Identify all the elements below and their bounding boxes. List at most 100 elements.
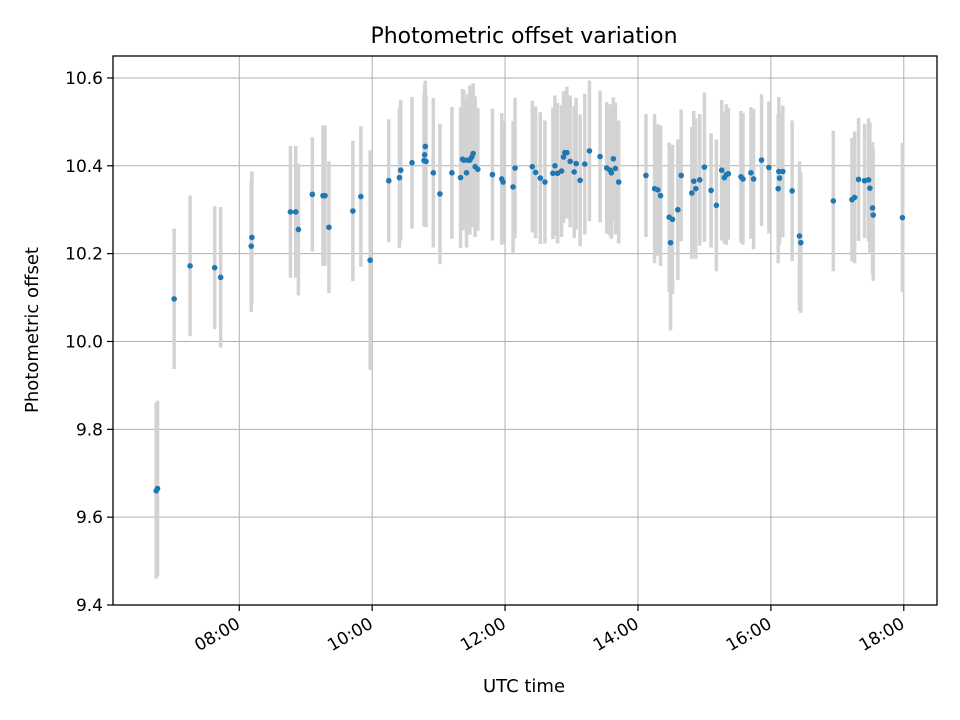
x-tick-label: 14:00: [590, 614, 642, 656]
data-point: [758, 157, 765, 163]
x-tick-label: 16:00: [723, 614, 775, 656]
data-point: [582, 161, 588, 167]
data-point: [776, 175, 783, 181]
data-point: [396, 174, 403, 181]
data-point: [409, 159, 415, 166]
data-point: [292, 209, 299, 215]
data-point: [350, 208, 356, 214]
data-point: [187, 263, 193, 269]
data-point: [615, 179, 622, 185]
y-tick-label: 9.6: [76, 508, 103, 528]
data-point: [713, 202, 720, 209]
data-point: [211, 264, 218, 271]
y-axis-label: Photometric offset: [22, 247, 43, 413]
data-point: [586, 148, 593, 154]
data-point: [529, 163, 536, 170]
data-point: [675, 206, 681, 213]
x-axis-label: UTC time: [483, 676, 565, 697]
data-point: [796, 233, 803, 239]
data-point: [217, 274, 224, 281]
data-point: [740, 176, 746, 182]
x-tick-label: 08:00: [191, 614, 243, 656]
data-point: [463, 170, 470, 176]
data-point: [869, 205, 876, 211]
data-point: [748, 170, 754, 176]
x-axis-ticks: 08:00 10:00 12:00 14:00 16:00 18:00: [191, 605, 908, 656]
data-point: [489, 171, 496, 178]
data-point: [776, 168, 782, 175]
data-point: [421, 152, 428, 158]
data-point: [423, 158, 429, 165]
y-tick-label: 10.6: [65, 69, 103, 89]
data-point: [475, 166, 481, 173]
data-point: [669, 216, 676, 223]
data-point: [667, 239, 674, 246]
data-point: [608, 170, 615, 176]
data-point: [326, 224, 332, 231]
data-point: [560, 154, 567, 160]
plot-frame: [112, 55, 938, 606]
data-point: [597, 153, 603, 160]
data-point: [249, 234, 255, 241]
data-point: [692, 185, 699, 192]
data-point: [657, 192, 664, 199]
x-tick-label: 12:00: [457, 614, 509, 656]
data-point: [510, 184, 516, 190]
data-point: [358, 193, 364, 200]
data-points: [153, 143, 906, 494]
data-point: [775, 185, 781, 192]
data-point: [457, 174, 464, 181]
data-point: [688, 190, 695, 196]
data-point: [571, 169, 577, 175]
data-point: [690, 178, 697, 184]
data-point: [552, 163, 558, 169]
y-axis-ticks: 9.4 9.6 9.8 10.0 10.2 10.4 10.6: [65, 69, 113, 616]
data-point: [643, 172, 649, 179]
data-point: [437, 191, 443, 197]
data-point: [655, 187, 661, 193]
data-point: [287, 209, 294, 215]
data-point: [678, 172, 684, 179]
data-point: [789, 188, 795, 194]
data-point: [899, 214, 906, 221]
data-point: [696, 177, 703, 183]
data-point: [385, 177, 392, 184]
data-point: [870, 212, 877, 218]
data-point: [780, 168, 786, 175]
data-point: [171, 296, 177, 302]
data-point: [512, 165, 518, 171]
data-point: [851, 194, 858, 201]
y-tick-label: 10.4: [65, 157, 103, 177]
data-point: [154, 485, 161, 492]
data-point: [309, 191, 316, 198]
data-point: [397, 167, 404, 173]
data-point: [470, 150, 476, 157]
data-point: [422, 143, 429, 150]
data-point: [577, 177, 583, 184]
chart-title: Photometric offset variation: [370, 24, 677, 49]
data-point: [830, 198, 837, 204]
y-tick-label: 10.0: [65, 332, 103, 352]
data-point: [537, 175, 544, 181]
y-tick-label: 9.8: [76, 420, 103, 440]
data-point: [610, 155, 617, 162]
data-point: [567, 158, 573, 165]
x-tick-label: 18:00: [856, 614, 908, 656]
data-point: [322, 192, 328, 199]
data-point: [449, 170, 455, 176]
error-bars: [154, 80, 905, 579]
data-point: [558, 168, 565, 174]
y-tick-label: 10.2: [65, 245, 103, 265]
data-point: [718, 167, 725, 173]
data-point: [708, 187, 714, 194]
data-point: [564, 149, 570, 156]
data-point: [461, 157, 467, 163]
data-point: [430, 170, 437, 176]
data-point: [573, 160, 579, 167]
data-point: [367, 257, 373, 264]
grid: [113, 56, 937, 606]
data-point: [612, 165, 619, 172]
data-point: [532, 169, 539, 176]
x-tick-label: 10:00: [324, 614, 376, 656]
